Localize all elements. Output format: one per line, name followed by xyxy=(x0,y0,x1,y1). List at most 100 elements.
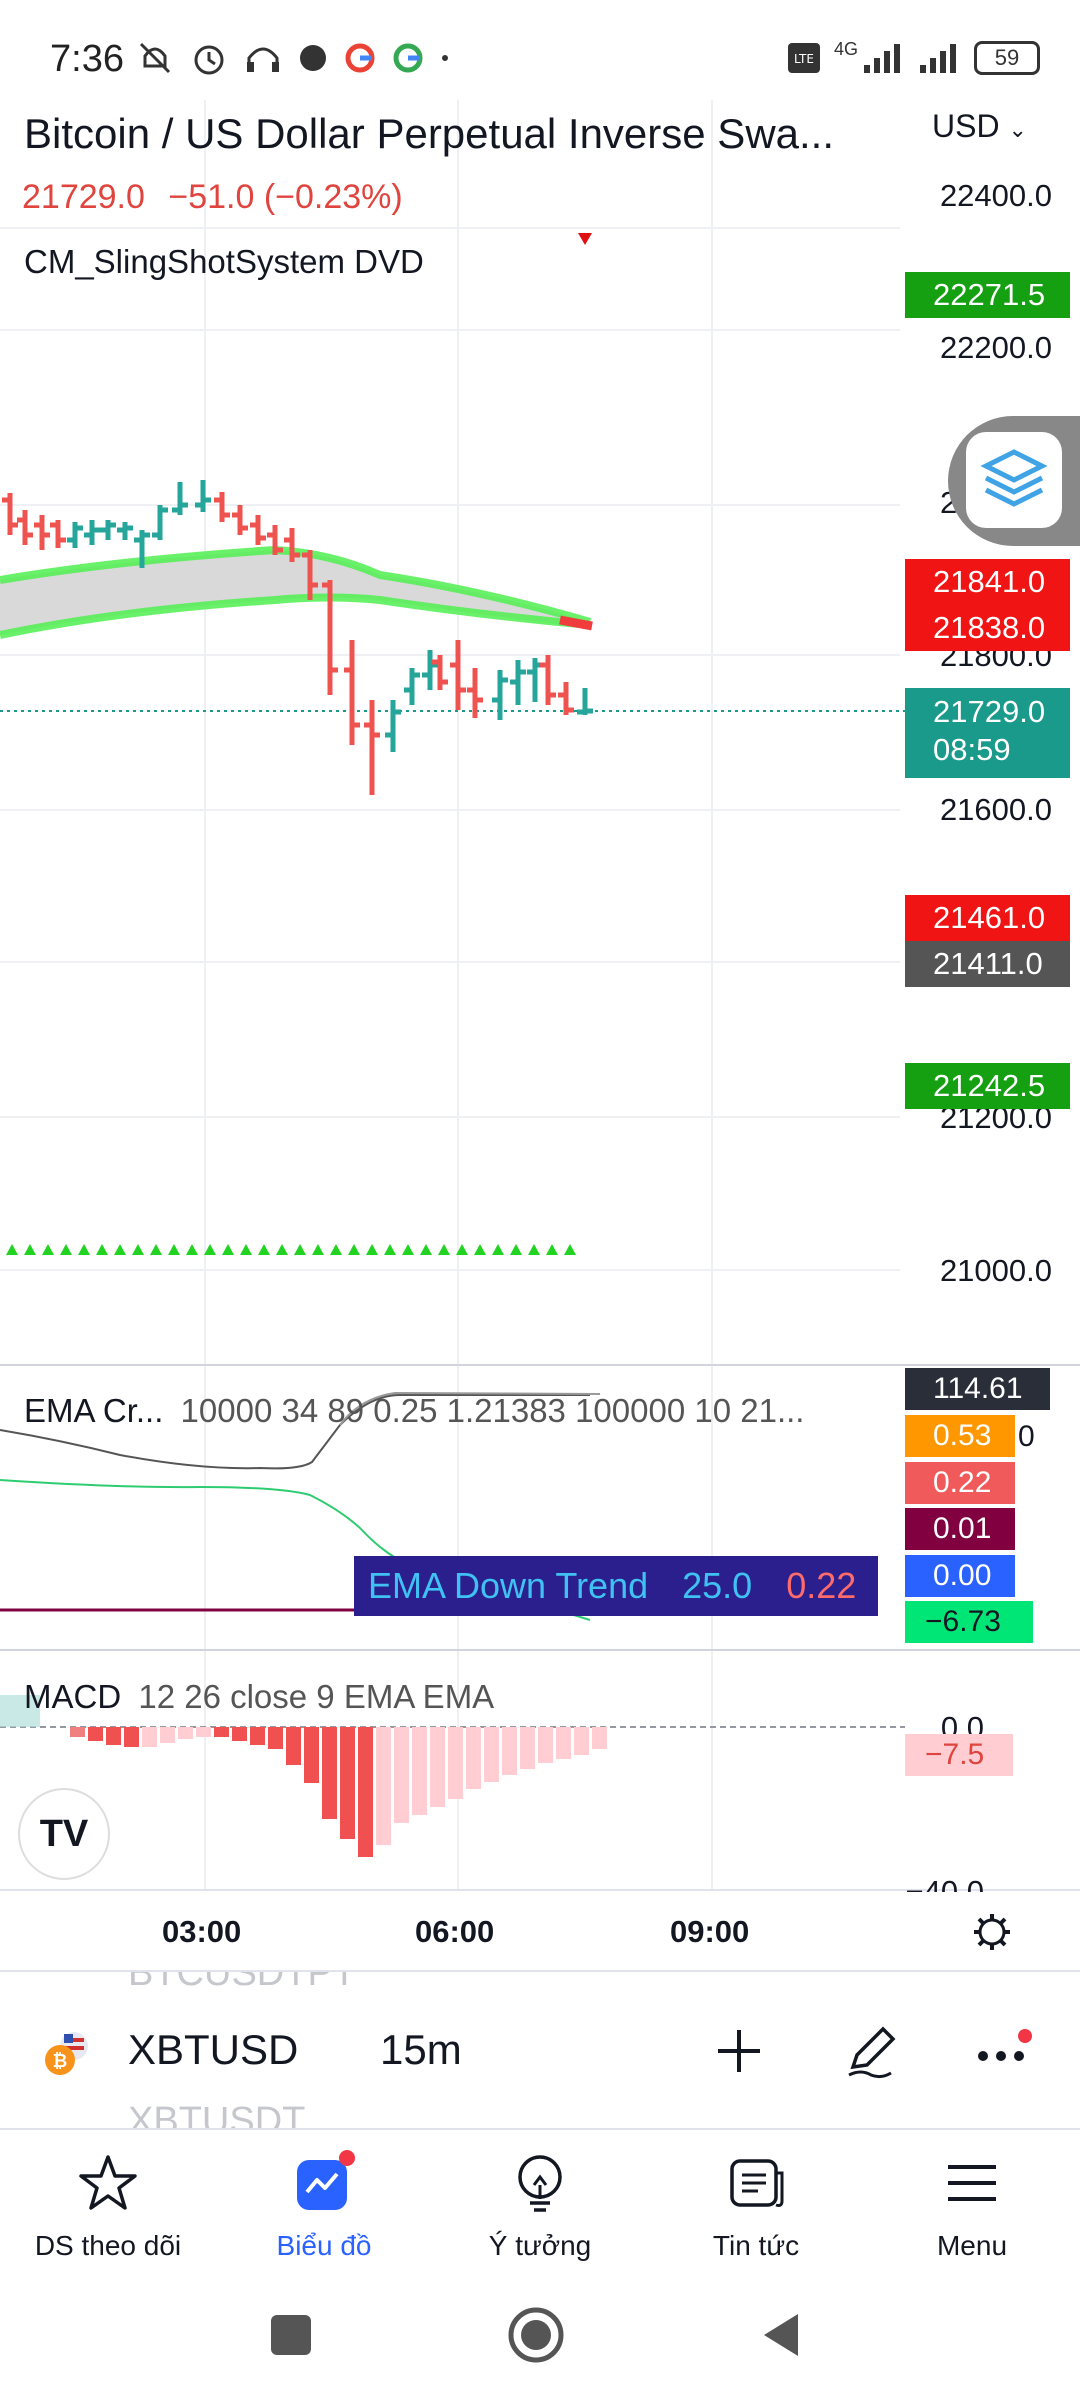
nav-news[interactable]: Tin tức xyxy=(648,2130,864,2280)
home-icon[interactable] xyxy=(506,2305,566,2365)
macd-tag: −7.5 xyxy=(905,1734,1013,1776)
ema-grey-line xyxy=(0,1394,590,1470)
floating-app-bubble[interactable] xyxy=(948,416,1080,546)
back-icon[interactable] xyxy=(756,2310,806,2360)
tradingview-logo-icon[interactable]: TV xyxy=(18,1788,110,1880)
bottom-navigation: DS theo dõi Biểu đồ Ý tưởng Tin tức Menu xyxy=(0,2130,1080,2280)
currency-selector[interactable]: USD ⌄ xyxy=(932,108,1027,145)
chevron-down-icon: ⌄ xyxy=(1008,117,1027,142)
interval-selector[interactable]: 15m xyxy=(380,2026,462,2073)
time-axis-label: 03:00 xyxy=(162,1914,242,1949)
add-button[interactable] xyxy=(704,2016,774,2086)
ema-tag: 0.22 xyxy=(905,1462,1015,1504)
macd-name: MACD xyxy=(24,1678,122,1715)
status-time: 7:36 xyxy=(50,38,124,80)
nav-watchlist[interactable]: DS theo dõi xyxy=(0,2130,216,2280)
layers-icon xyxy=(966,432,1062,528)
nav-ideas[interactable]: Ý tưởng xyxy=(432,2130,648,2280)
price-change: −51.0 (−0.23%) xyxy=(168,178,403,216)
price-tag: 21461.0 xyxy=(905,895,1070,941)
time-axis-label: 09:00 xyxy=(670,1914,750,1949)
macd-axis-label: −40.0 xyxy=(905,1874,984,1892)
ema-fast-line xyxy=(0,545,592,626)
price-axis-label: 21000.0 xyxy=(939,1253,1052,1288)
headset-icon xyxy=(247,47,279,72)
macd-params: 12 26 close 9 EMA EMA xyxy=(138,1678,495,1715)
system-navigation-bar xyxy=(0,2280,1080,2400)
status-right: LTE 4G 59 xyxy=(786,36,1040,80)
indicator-legend[interactable]: CM_SlingShotSystem DVD xyxy=(24,243,424,280)
time-axis-label: 06:00 xyxy=(415,1914,495,1949)
pen-icon xyxy=(848,2026,896,2079)
ema-legend[interactable]: EMA Cr... 10000 34 89 0.25 1.21383 10000… xyxy=(24,1392,804,1430)
more-options-button[interactable] xyxy=(968,2016,1038,2086)
price-axis-label: 21600.0 xyxy=(939,792,1052,827)
volte-icon: LTE xyxy=(787,43,820,73)
battery-indicator: 59 xyxy=(974,41,1040,75)
recent-apps-icon[interactable] xyxy=(266,2310,316,2360)
symbol-name[interactable]: XBTUSD xyxy=(128,2026,299,2073)
google-icon-2 xyxy=(393,43,423,73)
nav-menu[interactable]: Menu xyxy=(864,2130,1080,2280)
more-dots-icon xyxy=(978,2029,1032,2061)
chart-icon xyxy=(289,2148,359,2218)
lightbulb-icon xyxy=(505,2148,575,2218)
last-price-tag: 21729.0 08:59 xyxy=(905,688,1070,778)
ema-trend-value: 0.22 xyxy=(786,1565,857,1606)
nav-label: Biểu đồ xyxy=(276,2230,372,2261)
price-axis-label: 22200.0 xyxy=(939,330,1052,365)
plus-icon xyxy=(718,2030,760,2072)
google-icon xyxy=(345,43,375,73)
buy-arrow-row xyxy=(6,1244,576,1255)
ema-name: EMA Cr... xyxy=(24,1392,164,1429)
ema-tag-overflow: 0 xyxy=(1018,1420,1035,1453)
nav-label: Ý tưởng xyxy=(488,2230,592,2261)
ema-tag: 0.00 xyxy=(905,1555,1015,1597)
app-dark-icon xyxy=(300,45,326,71)
ema-tag: 0.01 xyxy=(905,1508,1015,1550)
signal-icon xyxy=(864,44,900,73)
gear-icon[interactable] xyxy=(970,1910,1014,1954)
price-tag: 21242.5 xyxy=(905,1063,1070,1109)
dot-icon xyxy=(442,55,448,61)
nav-label: Tin tức xyxy=(712,2230,800,2261)
drawing-tools-button[interactable] xyxy=(836,2016,906,2086)
ema-tag: 114.61 xyxy=(905,1368,1050,1410)
signal-icon-2 xyxy=(920,44,956,73)
ema-grey-line-upper xyxy=(339,1391,601,1426)
price-change-row: 21729.0 −51.0 (−0.23%) xyxy=(22,178,403,217)
ema-tag: −6.73 xyxy=(905,1601,1033,1643)
ema-band xyxy=(0,550,590,635)
last-price-tag-value: 21729.0 xyxy=(933,694,1046,729)
svg-text:LTE: LTE xyxy=(794,52,814,66)
last-price: 21729.0 xyxy=(22,178,145,216)
nav-chart[interactable]: Biểu đồ xyxy=(216,2130,432,2280)
macd-histogram xyxy=(0,1695,607,1857)
price-tag: 21838.0 xyxy=(905,605,1070,651)
ema-tip xyxy=(559,615,593,631)
symbol-ghost-next: XBTUSDT xyxy=(128,2100,306,2130)
status-icons xyxy=(135,36,451,80)
chart-area[interactable]: Bitcoin / US Dollar Perpetual Inverse Sw… xyxy=(0,0,1080,1975)
star-icon xyxy=(73,2148,143,2218)
macd-legend[interactable]: MACD 12 26 close 9 EMA EMA xyxy=(24,1678,494,1716)
ema-trend-value: 25.0 xyxy=(682,1565,753,1606)
symbol-ghost-prev: BTCUSDTPT xyxy=(128,1970,356,1994)
ema-trend-box: EMA Down Trend 25.0 0.22 xyxy=(354,1556,878,1616)
menu-icon xyxy=(937,2148,1007,2218)
price-tag: 21841.0 xyxy=(905,559,1070,605)
alarm-icon xyxy=(194,45,224,75)
news-icon xyxy=(721,2148,791,2218)
mute-icon xyxy=(139,42,171,74)
ema-slow-line xyxy=(0,593,591,639)
price-tag: 22271.5 xyxy=(905,272,1070,318)
ema-trend-label: EMA Down Trend xyxy=(368,1565,649,1606)
symbol-title[interactable]: Bitcoin / US Dollar Perpetual Inverse Sw… xyxy=(24,110,835,157)
grid-lines xyxy=(0,100,900,1890)
svg-text:₿: ₿ xyxy=(53,2051,68,2072)
network-type: 4G xyxy=(833,38,858,59)
ema-params: 10000 34 89 0.25 1.21383 100000 10 21... xyxy=(180,1392,805,1429)
price-tag: 21411.0 xyxy=(905,941,1070,987)
bitcoin-usd-icon: ₿ xyxy=(45,2032,88,2075)
price-bars xyxy=(2,480,593,795)
